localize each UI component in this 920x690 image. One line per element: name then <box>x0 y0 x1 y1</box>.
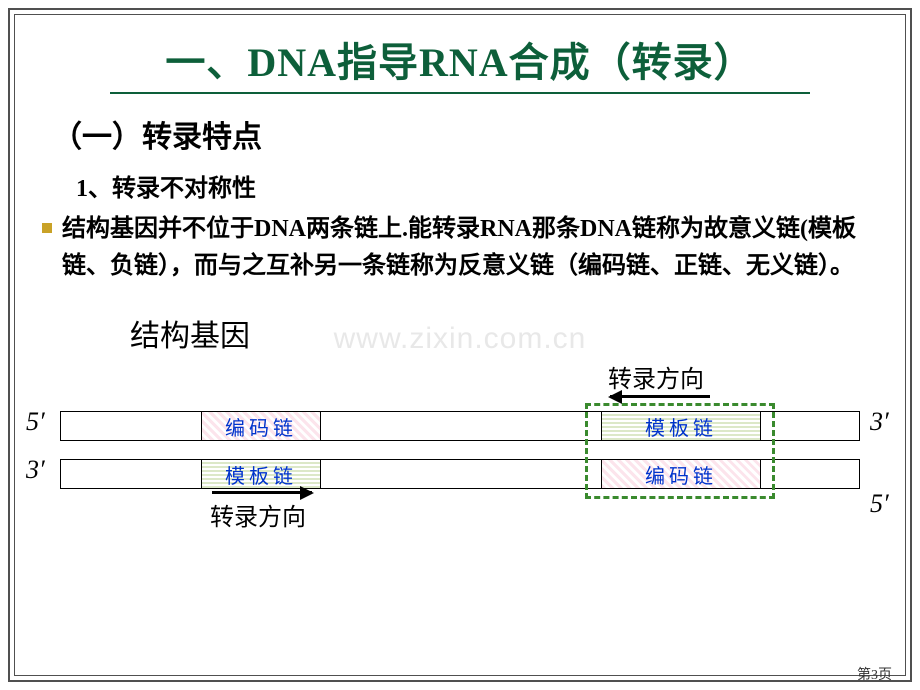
dna-diagram: 转录方向 5′ 3′ 3′ 5′ 编码链 模板链 模板链 编码链 转录方向 <box>20 359 900 589</box>
title-underline <box>110 92 810 94</box>
bullet-icon <box>42 223 52 233</box>
watermark-text: www.zixin.com.cn <box>20 322 900 356</box>
template-segment-bottom: 模板链 <box>201 460 321 488</box>
dashed-highlight-box <box>585 403 775 499</box>
three-prime-right: 3′ <box>870 407 889 437</box>
arrow-left-icon <box>610 395 710 398</box>
coding-segment-top: 编码链 <box>201 412 321 440</box>
arrow-right-icon <box>212 491 312 494</box>
point-1: 1、转录不对称性 <box>76 168 900 203</box>
bullet-paragraph: 结构基因并不位于DNA两条链上.能转录RNA那条DNA链称为故意义链(模板链、负… <box>42 211 900 285</box>
slide-title: 一、DNA指导RNA合成（转录） <box>20 30 900 88</box>
five-prime-left: 5′ <box>26 407 45 437</box>
section-heading: （一）转录特点 <box>52 112 900 156</box>
five-prime-right: 5′ <box>870 489 889 519</box>
direction-label-top: 转录方向 <box>608 359 704 394</box>
paragraph-text: 结构基因并不位于DNA两条链上.能转录RNA那条DNA链称为故意义链(模板链、负… <box>62 211 900 285</box>
three-prime-left: 3′ <box>26 455 45 485</box>
slide-content: 一、DNA指导RNA合成（转录） （一）转录特点 1、转录不对称性 结构基因并不… <box>20 20 900 670</box>
page-number: 第3页 <box>857 664 892 684</box>
direction-label-bottom: 转录方向 <box>210 497 306 532</box>
